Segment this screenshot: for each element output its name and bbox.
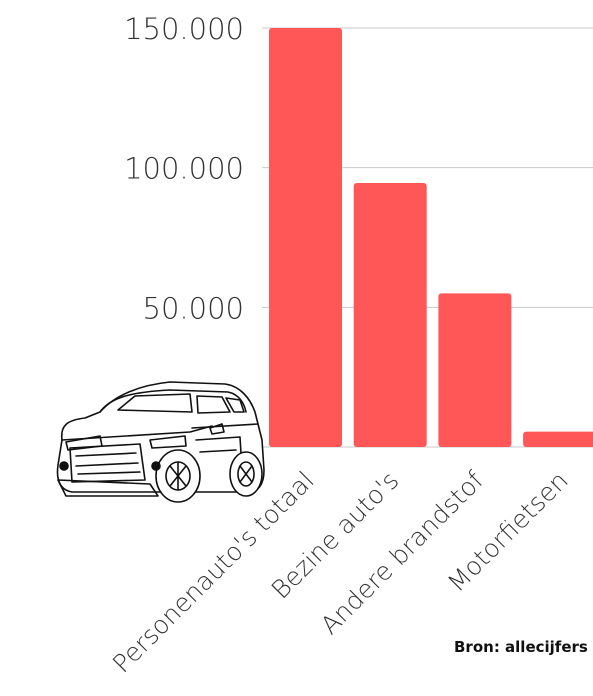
y-tick-label: 150.000 xyxy=(124,12,244,46)
y-tick-label: 100.000 xyxy=(124,152,244,186)
y-tick-label: 50.000 xyxy=(143,291,244,325)
bar xyxy=(269,28,342,447)
car-suv-icon xyxy=(56,381,265,503)
bars xyxy=(269,28,593,447)
y-axis-ticks: 50.000 100.000 150.000 xyxy=(124,12,244,325)
bar xyxy=(523,431,593,447)
bar xyxy=(438,293,512,447)
bar xyxy=(353,183,427,447)
x-tick-label: Andere brandstof xyxy=(315,466,489,640)
source-credit: Bron: allecijfers xyxy=(454,638,588,656)
